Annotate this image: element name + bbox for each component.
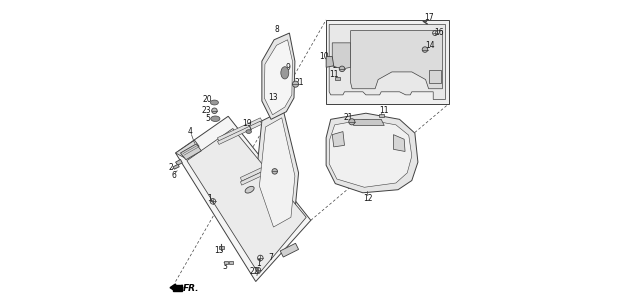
Text: 6: 6 [172, 171, 176, 181]
Ellipse shape [211, 116, 220, 121]
Polygon shape [175, 140, 199, 158]
Polygon shape [175, 116, 311, 282]
Ellipse shape [211, 100, 218, 105]
Text: 21: 21 [294, 77, 304, 87]
Ellipse shape [281, 67, 289, 79]
Polygon shape [394, 135, 405, 151]
Polygon shape [429, 70, 441, 83]
Polygon shape [259, 118, 295, 227]
Text: FR.: FR. [183, 284, 200, 293]
Text: 12: 12 [364, 194, 373, 203]
Polygon shape [241, 156, 288, 181]
Text: 13: 13 [269, 93, 278, 103]
Text: 5: 5 [205, 114, 210, 123]
Text: 22: 22 [250, 267, 259, 276]
Circle shape [212, 108, 217, 114]
Polygon shape [256, 110, 299, 233]
Ellipse shape [246, 130, 252, 133]
Polygon shape [173, 164, 179, 169]
Polygon shape [170, 284, 175, 291]
Text: 11: 11 [380, 106, 389, 115]
Polygon shape [264, 40, 292, 115]
Polygon shape [262, 33, 295, 119]
Bar [335, 77, 340, 80]
Text: 21: 21 [333, 61, 342, 70]
Bar [379, 114, 383, 117]
Polygon shape [326, 20, 449, 104]
Circle shape [272, 169, 278, 174]
Polygon shape [175, 159, 182, 165]
Text: 19: 19 [243, 119, 252, 128]
Polygon shape [241, 160, 288, 185]
Polygon shape [351, 119, 384, 125]
Text: 18: 18 [268, 167, 277, 176]
Bar [219, 246, 224, 249]
Polygon shape [326, 57, 334, 67]
Polygon shape [329, 119, 412, 187]
Text: 3: 3 [222, 262, 227, 271]
Text: 4: 4 [188, 127, 193, 136]
Text: 23: 23 [202, 106, 212, 115]
Text: 21: 21 [344, 113, 353, 122]
Text: 15: 15 [214, 246, 224, 255]
Text: 11: 11 [330, 70, 339, 80]
Circle shape [292, 81, 299, 87]
Text: 10: 10 [319, 52, 328, 61]
Polygon shape [218, 121, 262, 144]
Polygon shape [180, 144, 201, 160]
Text: 9: 9 [285, 63, 291, 72]
Polygon shape [173, 285, 182, 291]
Text: 17: 17 [424, 13, 433, 22]
Text: 16: 16 [435, 28, 444, 37]
Polygon shape [332, 43, 351, 69]
Text: 2: 2 [168, 162, 173, 172]
Text: 8: 8 [274, 24, 279, 34]
Polygon shape [351, 31, 442, 89]
Polygon shape [280, 243, 299, 257]
Text: 1: 1 [257, 259, 261, 268]
Text: 20: 20 [203, 95, 212, 104]
Polygon shape [329, 24, 445, 99]
Circle shape [422, 47, 428, 52]
Polygon shape [326, 113, 418, 193]
Text: 7: 7 [269, 253, 273, 262]
Bar [224, 261, 228, 264]
Polygon shape [332, 132, 344, 147]
Bar [229, 261, 234, 264]
Polygon shape [187, 129, 306, 274]
Ellipse shape [245, 186, 254, 193]
Polygon shape [218, 118, 262, 141]
Circle shape [349, 119, 355, 125]
Text: 1: 1 [207, 194, 212, 203]
Circle shape [339, 66, 345, 72]
Text: 14: 14 [425, 41, 435, 50]
